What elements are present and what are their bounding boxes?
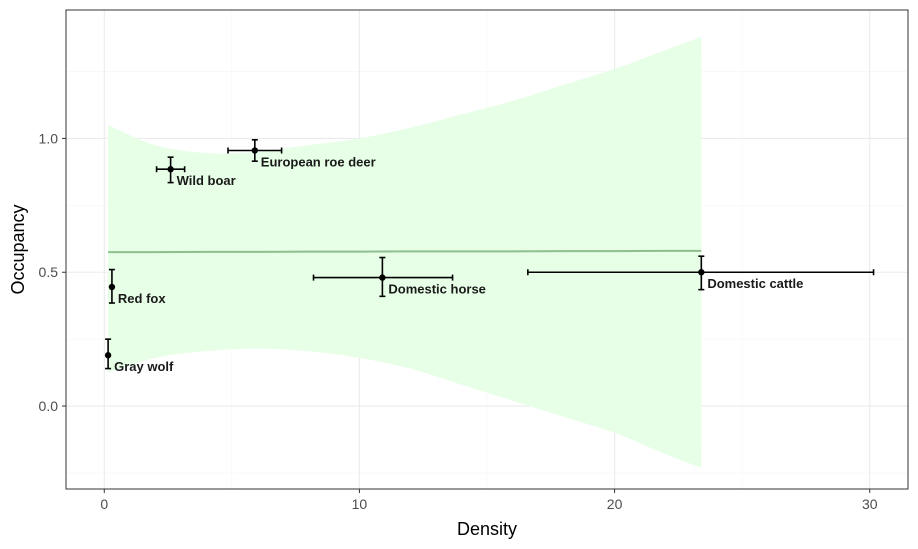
point-label: Wild boar bbox=[177, 173, 236, 188]
data-point bbox=[108, 283, 116, 291]
data-points bbox=[104, 147, 705, 359]
y-tick-label: 0.0 bbox=[39, 398, 59, 414]
y-axis-title: Occupancy bbox=[8, 204, 28, 294]
data-point bbox=[167, 166, 174, 173]
y-tick-label: 0.5 bbox=[39, 264, 59, 280]
x-tick-label: 0 bbox=[100, 496, 108, 512]
data-point bbox=[379, 274, 386, 281]
point-label: Domestic cattle bbox=[707, 276, 803, 291]
point-labels: Gray wolf Red fox Wild boar European roe de… bbox=[114, 154, 803, 374]
point-label: Domestic horse bbox=[388, 282, 486, 297]
x-tick-label: 20 bbox=[607, 496, 623, 512]
y-tick-label: 1.0 bbox=[39, 130, 59, 146]
y-axis: 0.0 0.5 1.0 bbox=[39, 130, 66, 414]
x-axis: 0 10 20 30 bbox=[100, 489, 878, 512]
point-label: Red fox bbox=[118, 291, 166, 306]
panel-border bbox=[65, 9, 909, 490]
data-point bbox=[251, 147, 259, 154]
x-axis-title: Density bbox=[457, 519, 517, 539]
point-label: European roe deer bbox=[261, 154, 376, 169]
x-tick-label: 30 bbox=[862, 496, 878, 512]
fit-line bbox=[108, 249, 702, 254]
data-point bbox=[698, 269, 705, 276]
x-tick-label: 10 bbox=[352, 496, 368, 512]
data-point bbox=[104, 352, 112, 359]
fit-line-group bbox=[108, 249, 702, 254]
point-label: Gray wolf bbox=[114, 359, 174, 374]
